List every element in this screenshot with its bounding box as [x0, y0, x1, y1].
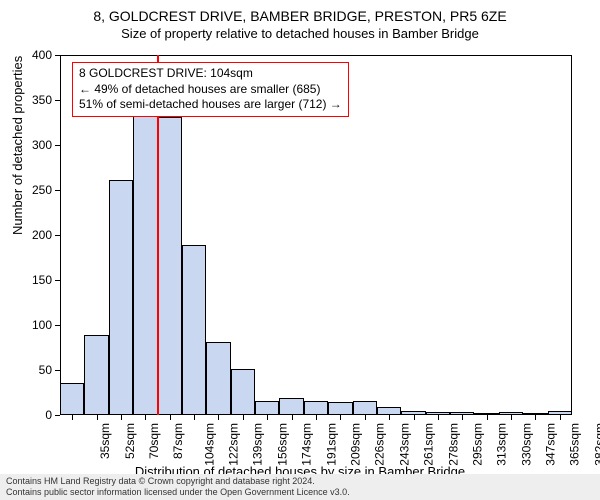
- xtick-label: 209sqm: [349, 423, 363, 466]
- xtick-mark: [389, 415, 390, 420]
- histogram-bar: [255, 401, 279, 415]
- ytick-mark: [55, 235, 60, 236]
- annotation-line: 8 GOLDCREST DRIVE: 104sqm: [79, 66, 342, 82]
- xtick-label: 295sqm: [471, 423, 485, 466]
- chart-container: 8, GOLDCREST DRIVE, BAMBER BRIDGE, PREST…: [0, 0, 600, 500]
- histogram-bar: [450, 412, 474, 414]
- ytick-mark: [55, 325, 60, 326]
- footer-line: Contains HM Land Registry data © Crown c…: [6, 476, 594, 487]
- histogram-bar: [328, 402, 352, 414]
- ytick-label: 400: [20, 48, 52, 62]
- histogram-bar: [523, 413, 547, 414]
- xtick-mark: [170, 415, 171, 420]
- chart-subtitle: Size of property relative to detached ho…: [0, 24, 600, 41]
- xtick-label: 35sqm: [98, 423, 112, 459]
- ytick-label: 0: [20, 408, 52, 422]
- xtick-mark: [365, 415, 366, 420]
- xtick-label: 382sqm: [593, 423, 600, 466]
- xtick-mark: [535, 415, 536, 420]
- histogram-bar: [60, 383, 84, 415]
- xtick-mark: [243, 415, 244, 420]
- histogram-bar: [401, 411, 425, 414]
- xtick-label: 278sqm: [446, 423, 460, 466]
- xtick-label: 139sqm: [251, 423, 265, 466]
- histogram-bar: [84, 335, 108, 414]
- footer-attribution: Contains HM Land Registry data © Crown c…: [0, 474, 600, 500]
- xtick-label: 347sqm: [544, 423, 558, 466]
- xtick-mark: [340, 415, 341, 420]
- footer-line: Contains public sector information licen…: [6, 487, 594, 498]
- xtick-mark: [97, 415, 98, 420]
- histogram-bar: [377, 407, 401, 414]
- xtick-mark: [145, 415, 146, 420]
- xtick-mark: [560, 415, 561, 420]
- ytick-mark: [55, 280, 60, 281]
- xtick-mark: [414, 415, 415, 420]
- ytick-label: 300: [20, 138, 52, 152]
- xtick-mark: [292, 415, 293, 420]
- xtick-label: 174sqm: [300, 423, 314, 466]
- histogram-bar: [133, 113, 157, 415]
- ytick-label: 350: [20, 93, 52, 107]
- ytick-mark: [55, 190, 60, 191]
- xtick-mark: [511, 415, 512, 420]
- xtick-mark: [438, 415, 439, 420]
- xtick-mark: [316, 415, 317, 420]
- ytick-label: 200: [20, 228, 52, 242]
- xtick-mark: [487, 415, 488, 420]
- histogram-bar: [231, 369, 255, 414]
- histogram-bar: [182, 245, 206, 414]
- axis-spine: [60, 55, 572, 56]
- axis-spine: [571, 55, 572, 415]
- chart-title: 8, GOLDCREST DRIVE, BAMBER BRIDGE, PREST…: [0, 0, 600, 24]
- annotation-line: ← 49% of detached houses are smaller (68…: [79, 82, 342, 98]
- xtick-label: 330sqm: [519, 423, 533, 466]
- ytick-mark: [55, 55, 60, 56]
- histogram-bar: [206, 342, 230, 414]
- histogram-bar: [474, 413, 498, 414]
- histogram-bar: [279, 398, 303, 414]
- annotation-line: 51% of semi-detached houses are larger (…: [79, 97, 342, 113]
- xtick-mark: [72, 415, 73, 420]
- histogram-bar: [304, 401, 328, 414]
- histogram-bar: [353, 401, 377, 415]
- ytick-label: 50: [20, 363, 52, 377]
- xtick-mark: [218, 415, 219, 420]
- xtick-label: 156sqm: [276, 423, 290, 466]
- axis-spine: [60, 55, 61, 415]
- xtick-label: 70sqm: [147, 423, 161, 459]
- ytick-label: 150: [20, 273, 52, 287]
- annotation-box: 8 GOLDCREST DRIVE: 104sqm ← 49% of detac…: [72, 62, 349, 117]
- xtick-label: 313sqm: [495, 423, 509, 466]
- xtick-label: 122sqm: [227, 423, 241, 466]
- xtick-mark: [121, 415, 122, 420]
- xtick-mark: [462, 415, 463, 420]
- ytick-mark: [55, 100, 60, 101]
- ytick-label: 250: [20, 183, 52, 197]
- xtick-label: 191sqm: [324, 423, 338, 466]
- xtick-label: 365sqm: [568, 423, 582, 466]
- xtick-mark: [267, 415, 268, 420]
- histogram-bar: [548, 411, 572, 414]
- ytick-mark: [55, 415, 60, 416]
- ytick-mark: [55, 145, 60, 146]
- ytick-label: 100: [20, 318, 52, 332]
- histogram-bar: [426, 412, 450, 414]
- xtick-label: 243sqm: [397, 423, 411, 466]
- xtick-label: 52sqm: [123, 423, 137, 459]
- xtick-label: 226sqm: [373, 423, 387, 466]
- xtick-mark: [194, 415, 195, 420]
- histogram-bar: [109, 180, 133, 414]
- ytick-mark: [55, 370, 60, 371]
- histogram-bar: [158, 117, 182, 414]
- xtick-label: 87sqm: [171, 423, 185, 459]
- xtick-label: 261sqm: [422, 423, 436, 466]
- histogram-bar: [499, 412, 523, 414]
- xtick-label: 104sqm: [202, 423, 216, 466]
